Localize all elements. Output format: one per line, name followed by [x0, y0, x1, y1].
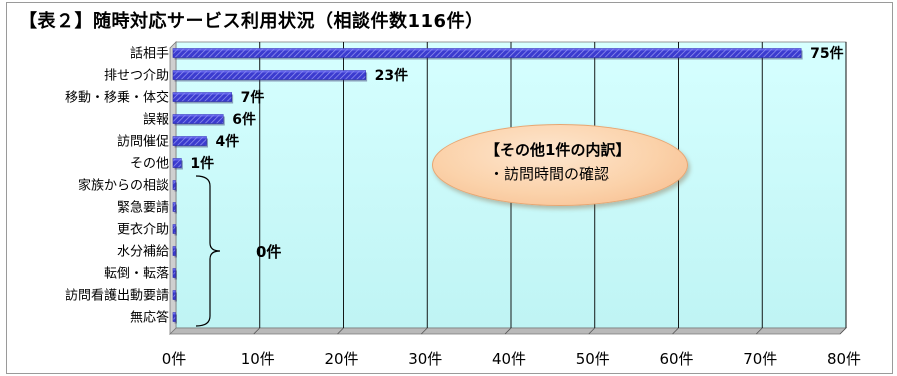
- gridline-floor: [839, 327, 847, 335]
- gridline-floor: [253, 327, 261, 335]
- bar-highlight: [173, 48, 802, 51]
- value-label: 4件: [216, 133, 240, 150]
- bar-highlight: [173, 158, 182, 161]
- bar-highlight: [173, 224, 176, 227]
- category-label: 訪問催促: [117, 134, 169, 150]
- value-label: 1件: [190, 155, 214, 172]
- category-label: 移動・移乗・体交: [65, 90, 169, 106]
- value-label: 6件: [232, 111, 256, 128]
- category-label: 更衣介助: [117, 222, 169, 238]
- x-tick-label: 40件: [492, 350, 526, 368]
- x-tick-label: 70件: [743, 350, 777, 368]
- category-label: 排せつ介助: [104, 69, 169, 84]
- bar-highlight: [173, 114, 224, 117]
- gridline-floor: [337, 327, 344, 335]
- bar-highlight: [173, 268, 176, 271]
- x-tick-label: 80件: [827, 350, 861, 368]
- bar-highlight: [173, 290, 176, 293]
- x-tick-label: 10件: [241, 350, 275, 368]
- x-tick-label: 60件: [659, 350, 693, 368]
- bar-highlight: [173, 136, 207, 139]
- gridline-floor: [755, 327, 763, 335]
- category-label: 緊急要請: [117, 201, 169, 216]
- gridline-floor: [672, 327, 679, 335]
- x-tick-label: 20件: [324, 350, 358, 368]
- category-label: 誤報: [143, 112, 169, 128]
- category-label: 話相手: [130, 46, 169, 62]
- x-tick-label: 50件: [576, 350, 610, 368]
- zero-group-bracket: [195, 175, 221, 327]
- bar-highlight: [173, 202, 176, 205]
- bar-highlight: [173, 180, 176, 183]
- category-label: 訪問看護出動要請: [65, 288, 169, 304]
- gridline-floor: [588, 327, 596, 335]
- x-tick-label: 30件: [408, 350, 442, 368]
- breakdown-callout: 【その他1件の内訳】 ・訪問時間の確認: [432, 124, 688, 206]
- bar-highlight: [173, 246, 176, 249]
- chart-title: 【表２】随時対応サービス利用状況（相談件数116件）: [19, 11, 484, 32]
- value-label: 75件: [810, 45, 843, 62]
- value-label: 7件: [241, 89, 265, 106]
- bar-highlight: [173, 70, 366, 73]
- category-label: 家族からの相談: [78, 178, 169, 194]
- callout-title: 【その他1件の内訳】: [485, 141, 631, 159]
- x-tick-label: 0件: [162, 350, 187, 368]
- gridline-floor: [420, 327, 428, 335]
- zero-group-label: 0件: [256, 243, 281, 261]
- value-label: 23件: [375, 67, 408, 84]
- category-label: その他: [130, 157, 169, 172]
- category-label: 水分補給: [117, 245, 169, 260]
- bar-highlight: [173, 92, 232, 95]
- bar-highlight: [173, 312, 176, 315]
- callout-item: ・訪問時間の確認: [489, 165, 610, 183]
- gridline-floor: [504, 327, 512, 335]
- category-label: 無応答: [130, 310, 169, 326]
- category-label: 転倒・転落: [104, 267, 169, 282]
